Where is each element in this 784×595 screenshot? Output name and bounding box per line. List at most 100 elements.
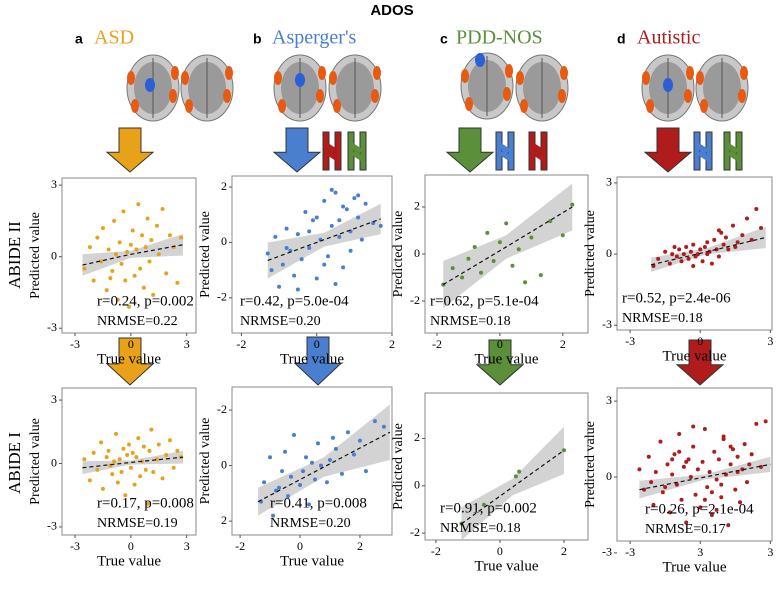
point (322, 262, 327, 267)
point (132, 482, 137, 487)
point (140, 233, 145, 238)
point (341, 265, 346, 270)
stats-annotation: r=0.91, p=0.002 (440, 500, 537, 516)
point (726, 523, 731, 528)
point (658, 439, 663, 444)
x-tick-label: 3 (767, 545, 773, 559)
point (667, 510, 672, 515)
point (141, 444, 146, 449)
point (642, 487, 647, 492)
group-name: ASD (94, 27, 134, 49)
y-tick-label: 0 (221, 234, 227, 248)
y-tick-label: 0 (221, 457, 227, 471)
x-tick-label: 2 (561, 544, 567, 558)
point (714, 507, 719, 512)
point (730, 447, 735, 452)
activation (127, 71, 135, 85)
point (329, 187, 334, 192)
point (744, 216, 749, 221)
activation (465, 97, 473, 111)
point (160, 207, 165, 211)
x-tick-label: 0 (128, 337, 134, 351)
point (134, 247, 139, 252)
point (670, 472, 675, 477)
x-tick-label: 0 (297, 539, 303, 553)
y-tick-label: 2 (414, 199, 420, 213)
blocked-icon (723, 131, 743, 171)
point (372, 419, 377, 424)
point (709, 261, 714, 266)
point (271, 513, 276, 518)
point (87, 245, 92, 250)
activation (316, 89, 324, 103)
arrow (675, 339, 725, 386)
point (684, 459, 689, 464)
point (110, 472, 115, 477)
point (154, 457, 159, 462)
point (268, 455, 273, 460)
point (691, 424, 696, 429)
point (91, 450, 96, 455)
point (560, 233, 565, 238)
point (104, 455, 109, 460)
point (324, 480, 329, 485)
point (283, 449, 288, 454)
point (707, 469, 712, 474)
point (672, 244, 677, 249)
panel-letter: b (253, 31, 262, 47)
point (702, 244, 707, 249)
y-tick-label: 0 (51, 455, 57, 469)
point (164, 453, 169, 458)
point (684, 244, 689, 249)
point (106, 247, 111, 252)
point (339, 471, 344, 476)
point (691, 444, 696, 449)
arrow (105, 127, 155, 173)
activation (223, 89, 231, 103)
brain-image (180, 54, 234, 122)
activation (225, 66, 233, 80)
activation (278, 99, 286, 113)
point (127, 442, 131, 447)
confidence-band (267, 203, 381, 279)
point (510, 263, 515, 268)
icon-break (724, 140, 742, 164)
point (113, 252, 118, 257)
y-tick-label: 3 (606, 393, 612, 407)
x-tick-label: -2 (431, 544, 441, 558)
x-axis-label: True value (662, 559, 726, 575)
activation (738, 89, 746, 103)
point (381, 424, 386, 429)
point (663, 485, 668, 490)
point (513, 474, 518, 479)
point (686, 256, 691, 261)
point (749, 237, 754, 242)
confidence-band (82, 234, 183, 276)
point (538, 273, 543, 278)
brain-image (273, 54, 327, 122)
y-tick-label: 0 (51, 248, 57, 262)
point (121, 446, 126, 451)
point (112, 459, 117, 464)
arrow (445, 127, 495, 173)
point (121, 209, 126, 214)
point (151, 469, 156, 474)
point (481, 502, 486, 507)
point (99, 259, 104, 264)
point (691, 263, 696, 268)
point (128, 242, 133, 247)
blocked-icon (528, 131, 548, 171)
point (154, 223, 159, 228)
point (143, 467, 148, 472)
point (740, 233, 745, 238)
stats-annotation: r=0.26, p=2.1e-04 (645, 501, 754, 517)
point (303, 209, 308, 214)
point (735, 240, 740, 245)
x-tick-label: -3 (70, 337, 80, 351)
activation (558, 89, 566, 103)
arrow (475, 339, 525, 386)
point (688, 475, 693, 480)
activation (333, 99, 341, 113)
decorations: a ASD b Asperger's c PDD-NOS d Autistic (75, 27, 749, 386)
point (740, 467, 745, 472)
